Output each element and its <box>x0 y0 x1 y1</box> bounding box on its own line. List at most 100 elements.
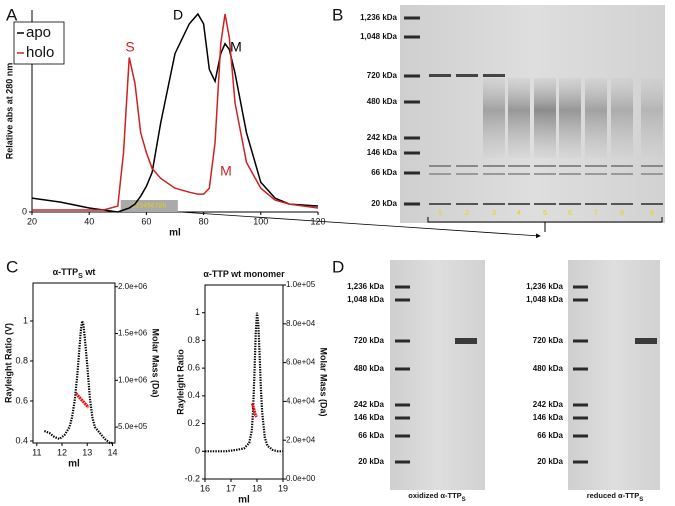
ladder-band <box>404 202 420 206</box>
band <box>534 165 556 167</box>
connector-arrow <box>179 211 541 239</box>
y-tick-label: 0.6 <box>15 395 28 405</box>
data-line <box>32 13 319 211</box>
data-points <box>43 320 113 445</box>
band <box>429 74 451 77</box>
y-tick-label: 0.8 <box>15 355 28 365</box>
lane-label: 9 <box>650 210 654 217</box>
chart-title: α-TTP wt monomer <box>203 269 285 279</box>
legend-label: apo <box>26 24 51 41</box>
band <box>559 203 581 205</box>
band <box>508 203 530 205</box>
smear <box>585 78 607 158</box>
y-tick-label: 0.8 <box>187 335 200 345</box>
y2-tick-label: 2.0e+04 <box>286 435 316 444</box>
legend-box <box>13 21 65 65</box>
marker-label: 20 kDa <box>358 457 384 466</box>
band <box>534 203 556 205</box>
ladder-band <box>395 298 410 302</box>
caption-part: reduced α-TTP <box>587 491 640 500</box>
title-part: wt <box>83 267 96 277</box>
smear <box>559 78 581 158</box>
caption-part: S <box>639 497 643 503</box>
smear <box>483 78 505 158</box>
marker-label: 1,236 kDa <box>360 13 397 22</box>
title-part: S <box>78 273 83 280</box>
band <box>456 165 478 167</box>
marker-label: 66 kDa <box>358 431 384 440</box>
panel-label: B <box>332 5 343 24</box>
annotation: S <box>125 39 134 55</box>
x-tick-label: 19 <box>278 483 288 493</box>
y2-axis-label: Molar Mass (Da) <box>319 347 329 416</box>
ladder-band <box>573 434 588 438</box>
band <box>508 165 530 167</box>
band <box>585 203 607 205</box>
x-tick-label: 13 <box>82 447 92 457</box>
y-tick-label: 1 <box>23 315 28 325</box>
lane-label: 3 <box>492 210 496 217</box>
marker-label: 66 kDa <box>371 168 397 177</box>
band <box>641 203 663 205</box>
chart-title: α-TTPS wt <box>53 267 96 280</box>
marker-label: 1,236 kDa <box>347 282 384 291</box>
gel-caption: oxidized α-TTPS <box>408 491 465 503</box>
band <box>508 173 530 175</box>
x-axis-label: ml <box>169 228 181 239</box>
band <box>641 165 663 167</box>
marker-label: 20 kDa <box>371 199 397 208</box>
lane-label: 1 <box>438 210 442 217</box>
lane-label: 2 <box>465 210 469 217</box>
ladder-band <box>395 434 410 438</box>
band <box>456 173 478 175</box>
band <box>611 203 633 205</box>
band <box>429 173 451 175</box>
band <box>585 165 607 167</box>
y-axis-label: Relative abs at 280 nm <box>4 63 14 160</box>
x-tick-label: 40 <box>84 216 94 226</box>
x-tick-label: 60 <box>141 216 151 226</box>
annotation: D <box>173 7 183 23</box>
x-tick-label: 20 <box>27 216 37 226</box>
ladder-band <box>573 285 588 289</box>
ladder-band <box>404 74 420 78</box>
title-part: α-TTP <box>53 267 79 277</box>
marker-label: 66 kDa <box>537 431 563 440</box>
ladder-band <box>404 136 420 140</box>
x-tick-label: 16 <box>200 483 210 493</box>
x-tick-label: 120 <box>310 216 325 226</box>
marker-label: 1,048 kDa <box>526 295 563 304</box>
y-axis-label: Rayleight Ratio <box>175 349 185 415</box>
band <box>534 173 556 175</box>
marker-label: 480 kDa <box>367 97 398 106</box>
ladder-band <box>573 339 588 343</box>
title-part: α-TTP wt monomer <box>203 269 285 279</box>
x-tick-label: 11 <box>32 447 41 457</box>
smear <box>534 78 556 158</box>
band <box>456 74 478 77</box>
y-tick-label: 0 <box>22 206 27 216</box>
band <box>559 173 581 175</box>
panel-label: A <box>6 5 18 24</box>
ladder-band <box>404 171 420 175</box>
x-axis-label: ml <box>68 459 80 470</box>
plot-frame <box>204 284 284 480</box>
smear <box>508 78 530 158</box>
x-tick-label: 12 <box>57 447 67 457</box>
lane-label: 8 <box>620 210 624 217</box>
ladder-band <box>404 151 420 155</box>
marker-label: 1,236 kDa <box>526 282 563 291</box>
smear <box>611 78 633 158</box>
gel <box>390 260 485 490</box>
marker-label: 242 kDa <box>533 400 564 409</box>
caption-part: S <box>462 497 466 503</box>
y2-tick-label: 4.0e+04 <box>286 397 316 406</box>
marker-label: 146 kDa <box>533 413 564 422</box>
y2-tick-label: 8.0e+04 <box>286 319 316 328</box>
ladder-band <box>395 339 410 343</box>
y2-tick-label: 1.0e+06 <box>118 375 148 384</box>
y2-tick-label: 2.0e+06 <box>118 282 148 291</box>
marker-label: 720 kDa <box>367 71 398 80</box>
y2-tick-label: 0.0e+00 <box>286 474 316 483</box>
y-tick-label: 0.2 <box>187 418 200 428</box>
